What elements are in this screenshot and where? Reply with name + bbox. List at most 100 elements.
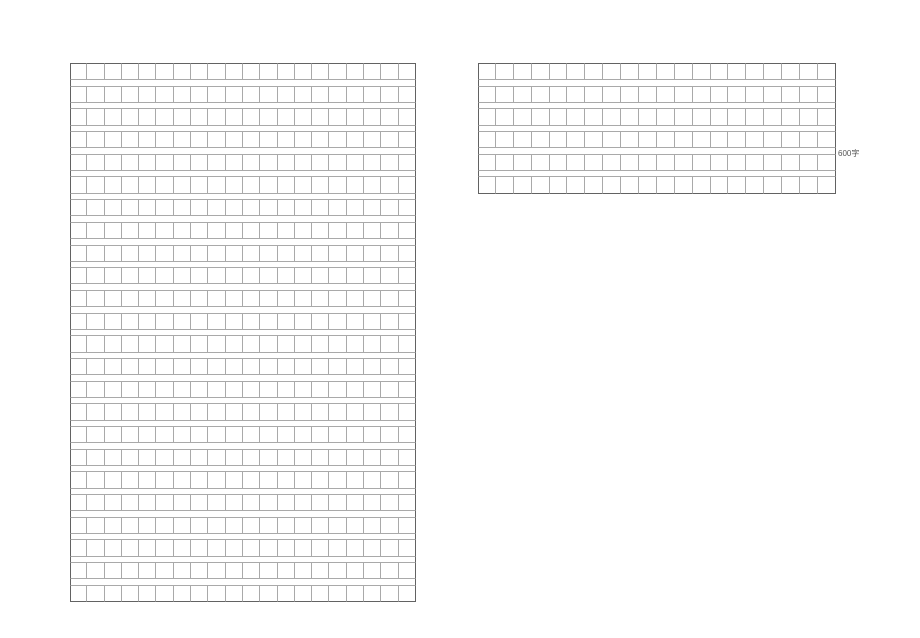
grid-cell [208, 290, 225, 307]
grid-cell [399, 449, 416, 466]
grid-cell [496, 108, 514, 125]
grid-cell [174, 381, 191, 398]
grid-cell [70, 539, 87, 556]
grid-cell [226, 199, 243, 216]
grid-cell [174, 154, 191, 171]
grid-cell [312, 335, 329, 352]
grid-cell [139, 539, 156, 556]
grid-cell [243, 131, 260, 148]
grid-cell [139, 335, 156, 352]
grid-cell [243, 108, 260, 125]
grid-cell [243, 403, 260, 420]
grid-cell [381, 539, 398, 556]
grid-cell [226, 313, 243, 330]
grid-cell [764, 176, 782, 193]
grid-cell [399, 245, 416, 262]
grid-cell [156, 517, 173, 534]
grid-cell [295, 63, 312, 80]
grid-cell [657, 108, 675, 125]
grid-cell [122, 517, 139, 534]
grid-cell [226, 539, 243, 556]
grid-cell [87, 313, 104, 330]
grid-row [478, 131, 836, 148]
grid-cell [70, 562, 87, 579]
grid-cell [156, 86, 173, 103]
grid-cell [693, 154, 711, 171]
grid-cell [139, 449, 156, 466]
grid-cell [567, 176, 585, 193]
grid-cell [260, 335, 277, 352]
grid-cell [800, 86, 818, 103]
grid-cell [364, 358, 381, 375]
grid-cell [174, 86, 191, 103]
grid-cell [191, 517, 208, 534]
grid-cell [226, 108, 243, 125]
grid-cell [139, 381, 156, 398]
grid-cell [312, 313, 329, 330]
grid-cell [278, 63, 295, 80]
grid-cell [226, 494, 243, 511]
grid-cell [278, 403, 295, 420]
grid-cell [122, 426, 139, 443]
grid-cell [746, 108, 764, 125]
grid-cell [122, 313, 139, 330]
grid-cell [260, 313, 277, 330]
grid-cell [139, 63, 156, 80]
grid-cell [105, 403, 122, 420]
grid-cell [728, 63, 746, 80]
word-count-label: 600字 [838, 148, 859, 159]
grid-cell [800, 108, 818, 125]
grid-cell [156, 131, 173, 148]
grid-cell [347, 131, 364, 148]
grid-cell [70, 63, 87, 80]
grid-cell [191, 86, 208, 103]
grid-cell [381, 199, 398, 216]
grid-cell [105, 313, 122, 330]
grid-cell [122, 335, 139, 352]
grid-cell [295, 86, 312, 103]
grid-cell [139, 290, 156, 307]
grid-cell [295, 290, 312, 307]
grid-cell [567, 86, 585, 103]
grid-cell [226, 267, 243, 284]
grid-cell [693, 108, 711, 125]
grid-cell [399, 131, 416, 148]
grid-row [478, 63, 836, 80]
grid-cell [226, 154, 243, 171]
grid-cell [399, 562, 416, 579]
grid-row [70, 335, 416, 352]
grid-cell [496, 63, 514, 80]
grid-cell [532, 131, 550, 148]
grid-cell [347, 222, 364, 239]
grid-cell [295, 471, 312, 488]
grid-cell [191, 154, 208, 171]
grid-cell [278, 358, 295, 375]
grid-cell [532, 154, 550, 171]
grid-cell [105, 449, 122, 466]
grid-cell [278, 471, 295, 488]
grid-cell [295, 108, 312, 125]
grid-cell [782, 131, 800, 148]
grid-row [70, 245, 416, 262]
grid-cell [122, 381, 139, 398]
grid-cell [550, 86, 568, 103]
grid-cell [381, 449, 398, 466]
grid-cell [105, 539, 122, 556]
grid-cell [399, 108, 416, 125]
grid-cell [550, 108, 568, 125]
grid-cell [329, 108, 346, 125]
grid-cell [70, 313, 87, 330]
grid-cell [399, 517, 416, 534]
grid-cell [381, 108, 398, 125]
grid-cell [711, 154, 729, 171]
grid-cell [174, 222, 191, 239]
grid-cell [139, 176, 156, 193]
grid-cell [496, 131, 514, 148]
grid-cell [191, 222, 208, 239]
grid-cell [156, 108, 173, 125]
grid-cell [764, 108, 782, 125]
grid-cell [208, 313, 225, 330]
grid-cell [243, 335, 260, 352]
grid-cell [381, 471, 398, 488]
grid-cell [364, 222, 381, 239]
